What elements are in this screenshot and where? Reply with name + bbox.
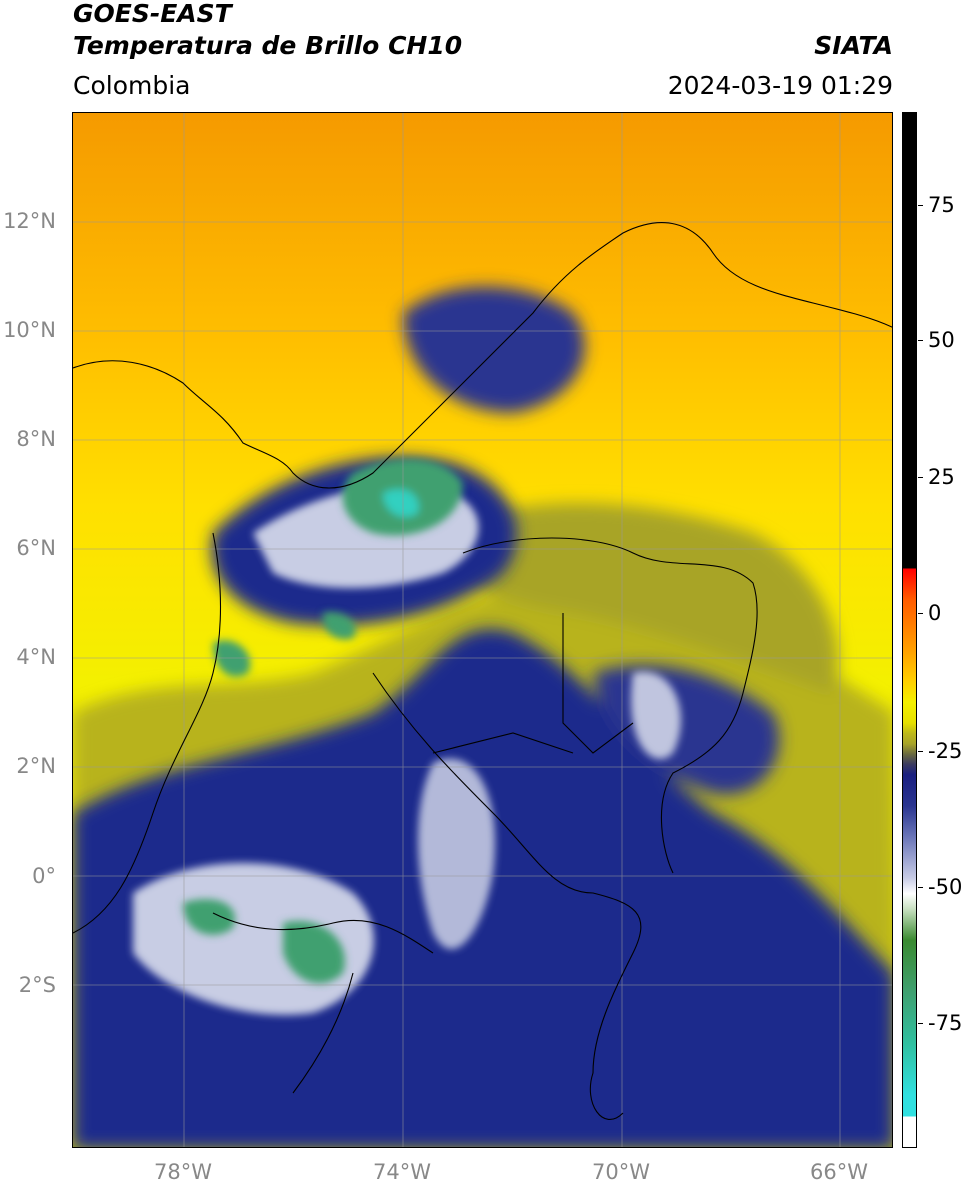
colorbar-tick [918,613,923,614]
organization-label: SIATA [814,31,893,60]
lon-label-66w: 66°W [810,1160,868,1184]
lat-label-8n: 8°N [16,427,56,451]
title-line-2: Temperatura de Brillo CH10 [73,31,463,60]
colorbar-label-neg25: -25 [928,739,963,763]
region-label: Colombia [73,71,191,100]
lat-label-4n: 4°N [16,645,56,669]
satellite-map [72,112,893,1148]
colorbar-tick [918,340,923,341]
colorbar-tick [918,751,923,752]
lon-label-78w: 78°W [154,1160,212,1184]
colorbar-label-50: 50 [928,328,955,352]
colorbar-tick [918,1023,923,1024]
lon-label-70w: 70°W [592,1160,650,1184]
lat-label-2n: 2°N [16,754,56,778]
lat-label-2s: 2°S [18,973,56,997]
colorbar-tick [918,477,923,478]
colorbar-tick [918,887,923,888]
lat-label-12n: 12°N [3,209,56,233]
lat-label-6n: 6°N [16,536,56,560]
graticule [73,113,892,1147]
lon-label-74w: 74°W [373,1160,431,1184]
coastlines-and-borders [73,222,892,1120]
colorbar-label-0: 0 [928,601,942,625]
lat-label-10n: 10°N [3,318,56,342]
colorbar-gradient [903,113,916,1147]
colorbar-label-75: 75 [928,193,955,217]
timestamp-label: 2024-03-19 01:29 [667,71,893,100]
colorbar-label-neg50: -50 [928,875,963,899]
colorbar [902,112,917,1148]
satellite-imagery [73,113,892,1147]
colorbar-label-neg75: -75 [928,1011,963,1035]
colorbar-tick [918,205,923,206]
lat-label-0: 0° [32,864,56,888]
title-line-1: GOES-EAST [73,0,232,28]
colorbar-label-25: 25 [928,465,955,489]
